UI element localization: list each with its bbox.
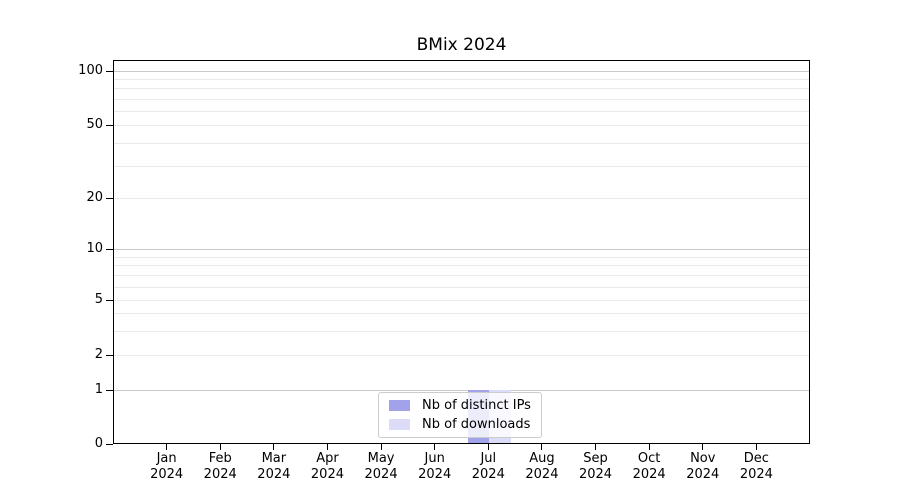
minor-gridline <box>114 198 809 199</box>
year-label: 2024 <box>310 467 344 482</box>
y-axis-tick <box>106 248 113 250</box>
x-axis-tick-label: Aug 2024 <box>510 451 574 483</box>
x-axis-tick-label: Jun 2024 <box>403 451 467 483</box>
year-label: 2024 <box>364 467 398 482</box>
month-label: Mar <box>261 451 287 466</box>
minor-gridline <box>114 110 809 112</box>
minor-gridline <box>114 355 809 356</box>
y-axis-tick-label: 5 <box>94 292 103 307</box>
legend-label-distinct-ips: Nb of distinct IPs <box>422 397 531 413</box>
month-label: Aug <box>529 451 555 466</box>
year-label: 2024 <box>739 467 773 482</box>
year-label: 2024 <box>686 467 720 482</box>
x-axis-tick-label: May 2024 <box>349 451 413 483</box>
y-axis-tick-label: 2 <box>94 347 103 362</box>
legend: Nb of distinct IPs Nb of downloads <box>378 392 542 438</box>
minor-gridline <box>114 142 809 144</box>
y-axis-tick-label: 10 <box>86 241 103 256</box>
minor-gridline <box>114 275 809 277</box>
year-label: 2024 <box>471 467 505 482</box>
x-axis-tick-label: Nov 2024 <box>671 451 735 483</box>
major-gridline <box>114 249 809 250</box>
x-axis-tick-label: Oct 2024 <box>617 451 681 483</box>
month-label: Dec <box>743 451 769 466</box>
minor-gridline <box>114 79 809 81</box>
year-label: 2024 <box>203 467 237 482</box>
y-axis-tick-label: 0 <box>94 436 103 451</box>
year-label: 2024 <box>150 467 184 482</box>
minor-gridline <box>114 165 809 167</box>
minor-gridline <box>114 125 809 126</box>
x-axis-tick-label: Feb 2024 <box>188 451 252 483</box>
x-axis-tick-label: Dec 2024 <box>724 451 788 483</box>
month-label: Jun <box>424 451 445 466</box>
year-label: 2024 <box>257 467 291 482</box>
y-axis-tick <box>106 70 113 72</box>
x-axis-tick <box>487 444 489 450</box>
year-label: 2024 <box>418 467 452 482</box>
year-label: 2024 <box>632 467 666 482</box>
x-axis-tick <box>380 444 382 450</box>
x-axis-tick-label: Jul 2024 <box>456 451 520 483</box>
legend-label-downloads: Nb of downloads <box>422 417 531 433</box>
x-axis-tick <box>273 444 275 450</box>
minor-gridline <box>114 88 809 90</box>
minor-gridline <box>114 286 809 288</box>
minor-gridline <box>114 256 809 258</box>
y-axis-tick <box>106 299 113 301</box>
month-label: Sep <box>583 451 608 466</box>
minor-gridline <box>114 330 809 332</box>
x-axis-tick <box>702 444 704 450</box>
x-axis-tick-label: Mar 2024 <box>242 451 306 483</box>
minor-gridline <box>114 300 809 301</box>
legend-swatch-distinct-ips-icon <box>389 399 410 411</box>
plot-area <box>113 60 810 444</box>
x-axis-tick-label: Apr 2024 <box>295 451 359 483</box>
legend-row-downloads: Nb of downloads <box>389 417 531 434</box>
month-label: Nov <box>690 451 716 466</box>
month-label: Apr <box>316 451 339 466</box>
x-axis-tick <box>648 444 650 450</box>
month-label: Jul <box>480 451 497 466</box>
chart-title: BMix 2024 <box>416 35 507 55</box>
y-axis-tick-label: 100 <box>78 63 103 78</box>
x-axis-tick-label: Jan 2024 <box>135 451 199 483</box>
major-gridline <box>114 71 809 72</box>
x-axis-tick <box>166 444 168 450</box>
x-axis-tick <box>541 444 543 450</box>
month-label: May <box>367 451 395 466</box>
y-axis-tick <box>106 354 113 356</box>
legend-row-distinct-ips: Nb of distinct IPs <box>389 397 531 414</box>
major-gridline <box>114 390 809 391</box>
y-axis-tick <box>106 443 113 445</box>
x-axis-tick <box>755 444 757 450</box>
y-axis-tick-label: 1 <box>94 382 103 397</box>
minor-gridline <box>114 265 809 267</box>
x-axis-tick-label: Sep 2024 <box>564 451 628 483</box>
legend-swatch-downloads-icon <box>389 419 410 431</box>
y-axis-tick-label: 20 <box>86 190 103 205</box>
month-label: Jan <box>156 451 177 466</box>
x-axis-tick <box>434 444 436 450</box>
y-axis-tick <box>106 389 113 391</box>
x-axis-tick <box>595 444 597 450</box>
y-axis-tick <box>106 197 113 199</box>
x-axis-tick <box>326 444 328 450</box>
x-axis-tick <box>219 444 221 450</box>
y-axis-tick <box>106 124 113 126</box>
year-label: 2024 <box>525 467 559 482</box>
minor-gridline <box>114 313 809 315</box>
year-label: 2024 <box>578 467 613 482</box>
y-axis-tick-label: 50 <box>86 117 103 132</box>
minor-gridline <box>114 98 809 100</box>
month-label: Oct <box>637 451 661 466</box>
month-label: Feb <box>208 451 232 466</box>
